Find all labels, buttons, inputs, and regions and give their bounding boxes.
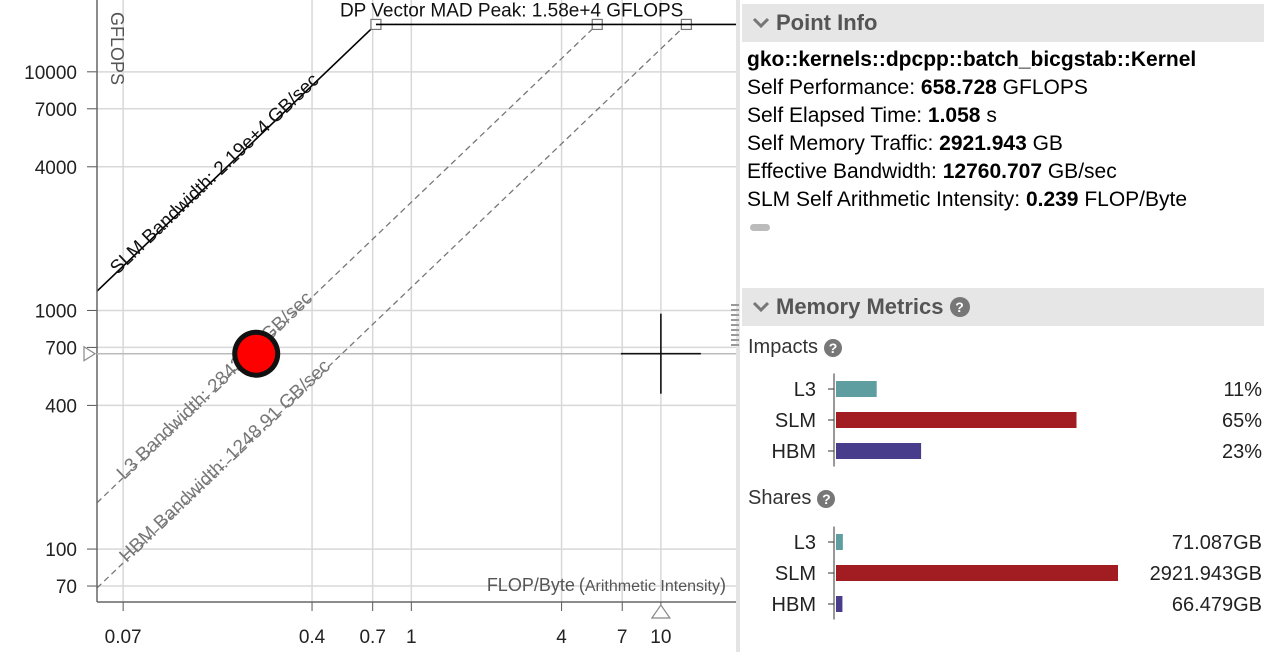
row-value: 658.728 <box>920 76 997 99</box>
metric-bar[interactable] <box>836 412 1077 428</box>
row-value: 0.239 <box>1025 188 1079 211</box>
x-tick-label: 4 <box>556 627 567 648</box>
row-label: Self Performance: <box>747 76 921 99</box>
metric-bar[interactable] <box>836 534 843 550</box>
y-tick-label: 100 <box>45 540 77 561</box>
y-tick-label: 10000 <box>24 63 77 84</box>
x-tick-label: 7 <box>617 627 628 648</box>
row-unit: GB <box>1026 132 1063 155</box>
roof-label: SLM Bandwidth: 2.19e+4 GB/sec <box>106 70 323 279</box>
compute-roof-label: DP Vector MAD Peak: 1.58e+4 GFLOPS <box>340 0 683 21</box>
compute-roof-help-icon[interactable]: ? <box>712 0 721 1</box>
roof-lines <box>96 18 736 589</box>
y-axis-label: GFLOPS <box>107 12 127 85</box>
details-panel: Point Info gko::kernels::dpcpp::batch_bi… <box>740 0 1266 652</box>
row-unit: FLOP/Byte <box>1078 188 1188 211</box>
x-tick-label: 0.07 <box>105 627 142 648</box>
metric-bar[interactable] <box>836 443 922 459</box>
chevron-down-icon[interactable] <box>750 12 772 34</box>
y-tick-label: 7000 <box>35 100 77 121</box>
bar-category-label: SLM <box>775 563 816 585</box>
splitter-grip-icon[interactable] <box>731 304 739 346</box>
bar-category-label: L3 <box>794 379 816 401</box>
row-value: 2921.943 <box>939 132 1027 155</box>
point-info-row: SLM Self Arithmetic Intensity: 0.239 FLO… <box>747 188 1187 212</box>
point-info-title: Point Info <box>776 10 878 35</box>
chart-marks[interactable] <box>83 313 736 619</box>
bar-value-label: 23% <box>1222 441 1262 463</box>
x-axis-label-sub: Arithmetic Intensity <box>585 578 720 595</box>
data-point[interactable] <box>237 334 276 373</box>
bar-category-label: HBM <box>772 594 816 616</box>
x-axis-label-paren-close: ) <box>720 575 726 595</box>
row-label: Self Memory Traffic: <box>747 132 940 155</box>
kernel-name: gko::kernels::dpcpp::batch_bicgstab::Ker… <box>747 48 1197 71</box>
x-position-marker[interactable] <box>650 603 672 619</box>
y-tick-label: 4000 <box>35 158 77 179</box>
row-label: SLM Self Arithmetic Intensity: <box>747 188 1026 211</box>
roofline-chart[interactable]: SLM Bandwidth: 2.19e+4 GB/sec? L3 Bandwid… <box>0 0 736 652</box>
bar-value-label: 2921.943GB <box>1150 563 1262 585</box>
y-tick-label: 1000 <box>35 301 77 322</box>
metric-bar[interactable] <box>836 381 877 397</box>
impacts-bar-chart: L3 11% SLM 65% HBM 23% <box>772 373 1262 467</box>
memory-metrics-header[interactable]: Memory Metrics ? <box>742 288 1264 326</box>
row-value: 12760.707 <box>942 160 1043 183</box>
question-icon[interactable]: ? <box>949 297 970 317</box>
row-label: Self Elapsed Time: <box>747 104 928 127</box>
point-info-row: Effective Bandwidth: 12760.707 GB/sec <box>747 160 1117 184</box>
y-position-marker[interactable] <box>83 345 97 362</box>
x-axis-label: FLOP/Byte (Arithmetic Intensity) <box>487 575 726 595</box>
x-tick-label: 1 <box>406 627 417 648</box>
scroll-handle[interactable] <box>750 224 770 231</box>
bar-value-label: 66.479GB <box>1172 594 1262 616</box>
chart-grid <box>97 0 736 602</box>
bar-value-label: 71.087GB <box>1172 532 1262 554</box>
y-tick-label: 700 <box>45 338 77 359</box>
point-info-row: Self Elapsed Time: 1.058 s <box>747 104 997 128</box>
y-tick-label: 70 <box>56 577 77 598</box>
y-tick-label: 400 <box>45 396 77 417</box>
metric-bar[interactable] <box>836 596 843 612</box>
impacts-label: Impacts <box>748 336 819 358</box>
roof-line <box>96 23 377 292</box>
row-unit: GFLOPS <box>996 76 1088 99</box>
point-info-row: Self Memory Traffic: 2921.943 GB <box>747 132 1063 156</box>
question-icon[interactable]: ? <box>824 338 843 357</box>
shares-label: Shares <box>748 487 812 509</box>
bar-value-label: 11% <box>1223 379 1262 401</box>
roof-labels: SLM Bandwidth: 2.19e+4 GB/sec? L3 Bandwid… <box>106 0 721 567</box>
roof-label: L3 Bandwidth: 2842.85 GB/sec <box>113 288 317 484</box>
x-axis-label-paren-open: ( <box>579 575 585 595</box>
point-info-row: Self Performance: 658.728 GFLOPS <box>747 76 1088 100</box>
bar-category-label: L3 <box>794 532 816 554</box>
roof-line <box>96 23 687 589</box>
x-tick-label: 0.7 <box>359 627 385 648</box>
x-tick-label: 10 <box>650 627 671 648</box>
roof-line <box>96 23 598 504</box>
chart-axes: 0.07 0.4 0.7 1 4 7 10 10000 7000 4000 1000 700 400 10… <box>24 0 736 648</box>
point-info-header[interactable]: Point Info <box>742 4 1264 42</box>
question-icon[interactable]: ? <box>817 489 836 508</box>
impacts-heading: Impacts ? <box>748 336 843 359</box>
shares-heading: Shares ? <box>748 487 836 510</box>
bar-value-label: 65% <box>1222 410 1262 432</box>
metric-bar[interactable] <box>836 565 1118 581</box>
row-unit: s <box>980 104 997 127</box>
memory-metrics-title: Memory Metrics <box>776 294 944 319</box>
bar-category-label: SLM <box>775 410 816 432</box>
row-label: Effective Bandwidth: <box>747 160 943 183</box>
row-unit: GB/sec <box>1042 160 1117 183</box>
x-tick-label: 0.4 <box>299 627 326 648</box>
x-axis-label-main: FLOP/Byte <box>487 575 575 595</box>
bar-category-label: HBM <box>772 441 816 463</box>
row-value: 1.058 <box>927 104 981 127</box>
shares-bar-chart: L3 71.087GB SLM 2921.943GB HBM 66.479GB <box>772 526 1262 620</box>
chevron-down-icon[interactable] <box>750 296 772 318</box>
